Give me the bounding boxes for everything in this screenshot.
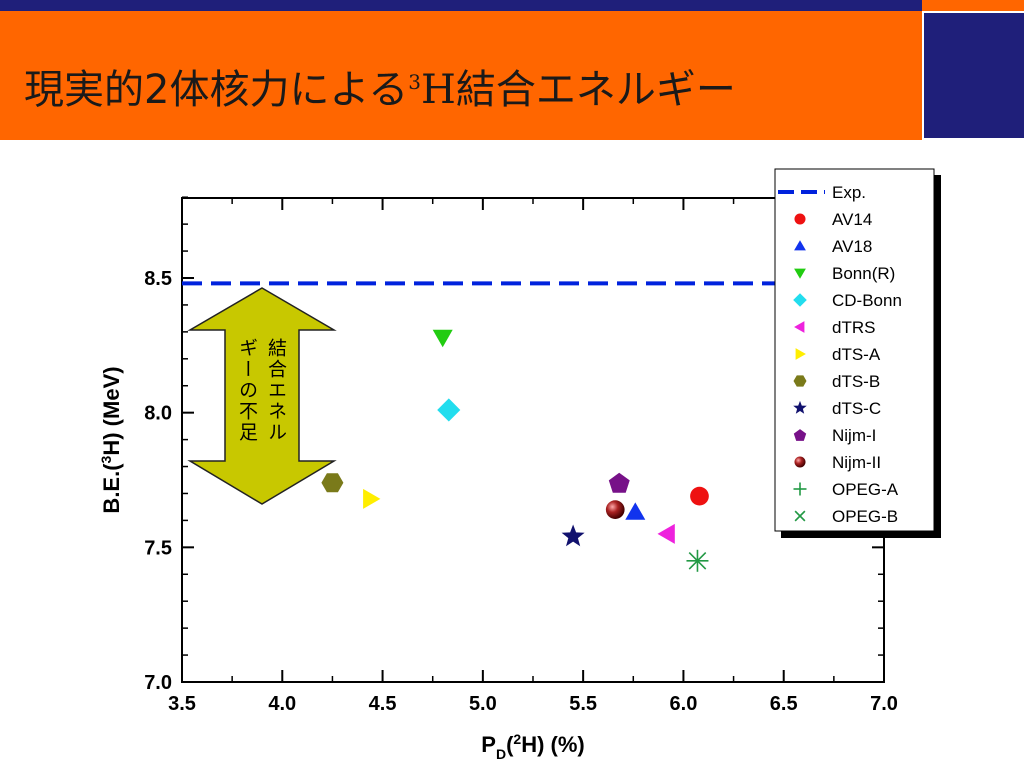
y-axis-title: B.E.(3H) (MeV) [98,366,124,513]
x-axis-title: PD(2H) (%) [481,731,584,762]
legend-label-av18: AV18 [832,237,872,256]
y-tick-labels: 7.0 7.5 8.0 8.5 [144,268,172,694]
legend-swatch-opeg-b [794,510,806,522]
legend-swatch-av18 [794,240,806,251]
legend-exp-label: Exp. [832,183,866,202]
marker-dtrs [657,523,675,544]
x-tick-label: 5.5 [569,693,597,715]
legend-swatch-bonn-r [794,268,806,279]
marker-av18 [625,502,646,520]
legend-swatch-dts-b [793,375,807,387]
corner-navy-block [924,13,1024,138]
legend-swatch-opeg-a [793,482,807,496]
marker-opeg-b [688,551,707,570]
legend-label-dts-b: dTS-B [832,372,880,391]
y-tick-label: 7.0 [144,672,172,694]
top-orange-accent [922,0,1024,11]
binding-deficit-arrow [187,287,337,505]
x-tick-label: 4.0 [268,693,296,715]
marker-dts-b [321,473,344,493]
x-tick-label: 3.5 [168,693,196,715]
title-superscript: 3 [408,70,421,94]
legend-label-nijm-i: Nijm-I [832,426,876,445]
y-tick-label: 7.5 [144,537,172,559]
legend-label-av14: AV14 [832,210,872,229]
marker-bonn-r [432,329,453,348]
title-bar [0,11,922,140]
legend-swatch-dts-c [793,400,807,414]
legend-label-bonn-r: Bonn(R) [832,264,895,283]
legend-label-opeg-a: OPEG-A [832,480,899,499]
legend-box [774,168,935,532]
legend-swatch-nijm-i [793,429,807,441]
legend-label-nijm-ii: Nijm-II [832,453,881,472]
marker-dts-a [363,488,381,509]
marker-nijm-ii [605,500,625,519]
arrow-label-line2: ギーの不足 [236,338,258,443]
marker-av14 [690,486,709,506]
legend-label-dtrs: dTRS [832,318,875,337]
legend-swatch-cd-bonn [793,293,807,307]
arrow-label-line1: 結合エネル [265,338,287,443]
x-tick-label: 7.0 [870,693,898,715]
legend-label-cd-bonn: CD-Bonn [832,291,902,310]
legend-swatch-dtrs [794,321,805,333]
marker-cd-bonn [437,398,461,422]
marker-nijm-i [608,472,630,493]
legend-swatch-nijm-ii [794,456,806,468]
legend-label-opeg-b: OPEG-B [832,507,898,526]
y-tick-label: 8.5 [144,268,172,290]
top-navy-bar [0,0,922,11]
legend-swatch-dts-a [795,348,806,360]
title-text-pre: 現実的2体核力による [24,67,409,113]
x-tick-label: 5.0 [469,693,497,715]
title-text-post: 結合エネルギー [455,67,736,113]
y-tick-label: 8.0 [144,403,172,425]
legend-label-dts-a: dTS-A [832,345,881,364]
x-tick-label: 4.5 [369,693,397,715]
x-tick-labels: 3.5 4.0 4.5 5.0 5.5 6.0 6.5 7.0 [168,693,898,715]
slide-title: 現実的2体核力による3H結合エネルギー [24,70,736,110]
data-markers [321,329,709,572]
legend: Exp. AV14 AV18 Bonn(R) CD-Bonn dTRS dTS-A dTS-B… [778,183,902,526]
x-tick-label: 6.5 [770,693,798,715]
marker-dts-c [561,524,585,547]
title-element-symbol: H [420,67,456,113]
legend-swatch-av14 [794,213,806,225]
x-tick-label: 6.0 [670,693,698,715]
legend-label-dts-c: dTS-C [832,399,881,418]
